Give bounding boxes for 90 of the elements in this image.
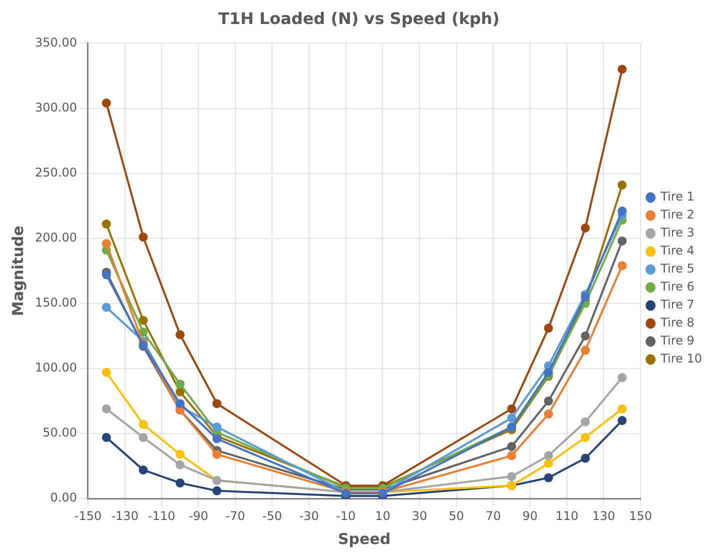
legend-label: Tire 3 — [660, 226, 694, 240]
point — [580, 292, 590, 302]
y-tick-label: 150.00 — [34, 296, 77, 310]
y-tick-label: 200.00 — [34, 230, 77, 244]
legend-label: Tire 7 — [660, 298, 694, 312]
point — [580, 417, 590, 426]
x-tick-label: 70 — [486, 508, 501, 523]
y-tick-label: 350.00 — [34, 35, 77, 50]
point — [618, 261, 627, 270]
point — [544, 458, 553, 468]
point — [138, 465, 148, 474]
point — [580, 331, 590, 340]
point — [580, 454, 590, 463]
point — [176, 460, 185, 470]
point — [507, 413, 516, 422]
point — [138, 232, 148, 242]
point — [544, 368, 553, 377]
point — [544, 473, 553, 482]
point — [212, 486, 222, 496]
x-tick-label: -10 — [336, 508, 356, 523]
point — [212, 399, 222, 408]
legend-label: Tire 5 — [660, 262, 694, 276]
point — [507, 451, 516, 460]
point — [102, 220, 111, 229]
x-axis-title: Speed — [338, 530, 391, 548]
point — [507, 404, 516, 414]
x-tick-label: -130 — [111, 508, 138, 523]
legend-label: Tire 6 — [660, 280, 694, 294]
chart-title: T1H Loaded (N) vs Speed (kph) — [218, 8, 500, 28]
point — [138, 420, 148, 429]
point — [138, 328, 148, 337]
point — [102, 270, 111, 280]
x-tick-label: -50 — [262, 508, 282, 523]
x-tick-label: 10 — [375, 508, 390, 523]
point — [102, 432, 111, 442]
x-tick-label: -30 — [299, 508, 319, 523]
point — [212, 450, 222, 459]
x-tick-label: 30 — [412, 508, 428, 523]
point — [618, 206, 627, 216]
x-tick-label: -110 — [148, 508, 176, 523]
point — [102, 404, 111, 414]
point — [507, 442, 516, 452]
point — [544, 451, 553, 460]
y-tick-label: 250.00 — [34, 165, 77, 180]
point — [580, 346, 590, 355]
point — [176, 399, 185, 408]
point — [618, 236, 627, 246]
legend-label: Tire 10 — [660, 352, 702, 366]
point — [176, 380, 185, 389]
point — [212, 422, 222, 432]
point — [580, 223, 590, 232]
point — [544, 396, 553, 406]
x-tick-label: 90 — [522, 508, 538, 523]
x-tick-label: -90 — [188, 508, 208, 523]
point — [102, 239, 111, 248]
legend-label: Tire 1 — [660, 190, 694, 204]
y-tick-label: 50.00 — [42, 426, 77, 440]
point — [176, 450, 185, 459]
y-tick-label: 0.00 — [50, 490, 77, 505]
point — [618, 416, 627, 426]
point — [212, 434, 222, 444]
x-tick-label: -70 — [226, 508, 246, 523]
point — [618, 180, 627, 190]
point — [618, 64, 627, 74]
point — [102, 302, 111, 312]
point — [580, 432, 590, 442]
point — [176, 330, 185, 340]
point — [176, 387, 185, 396]
legend-label: Tire 8 — [660, 316, 694, 330]
y-tick-label: 300.00 — [34, 100, 77, 114]
point — [544, 324, 553, 333]
point — [544, 410, 553, 419]
point — [102, 98, 111, 108]
x-tick-label: -150 — [74, 508, 102, 523]
legend-label: Tire 9 — [660, 334, 694, 348]
x-tick-label: 50 — [448, 508, 464, 523]
point — [102, 368, 111, 377]
y-axis-title: Magnitude — [8, 226, 27, 316]
point — [138, 316, 148, 325]
point — [138, 432, 148, 442]
x-tick-label: 150 — [629, 508, 652, 523]
point — [507, 472, 516, 481]
y-tick-label: 100.00 — [34, 360, 77, 375]
point — [618, 404, 627, 414]
point — [176, 478, 185, 488]
point — [618, 373, 627, 382]
x-tick-label: 130 — [592, 508, 616, 523]
x-tick-label: 110 — [555, 508, 578, 523]
legend-label: Tire 4 — [660, 244, 694, 258]
legend-label: Tire 2 — [660, 208, 694, 222]
